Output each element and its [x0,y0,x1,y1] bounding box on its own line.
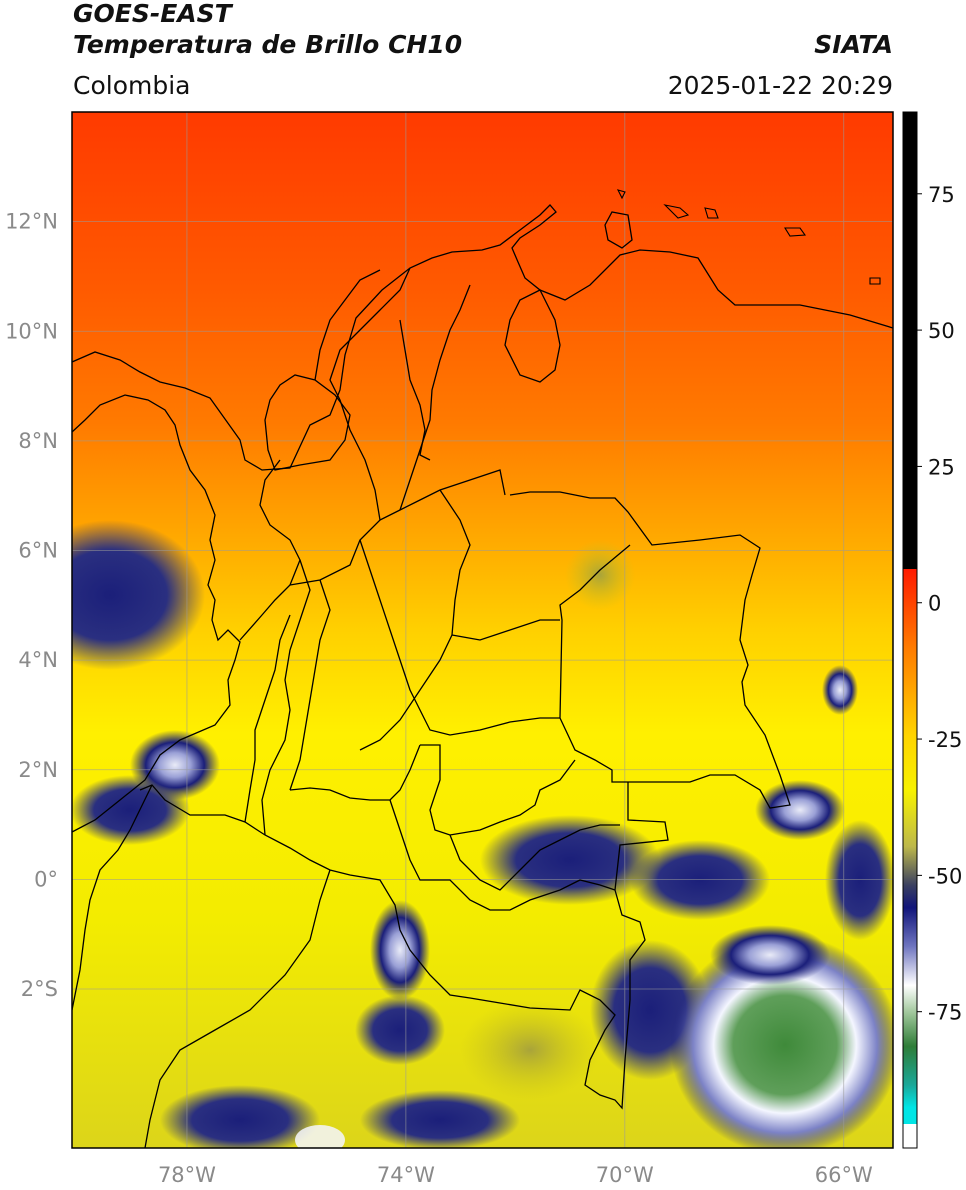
island-trinidad [869,277,881,285]
dept-border-guaviare [420,744,576,836]
paraguana-peninsula [604,211,633,249]
dept-border-bolivar [399,319,431,461]
dept-border-narino [244,614,291,823]
colombia-venezuela-border [509,491,791,809]
island-curacao [663,204,690,219]
dept-border-caqueta [289,744,421,801]
longitude-axis: 78°W 74°W 70°W 66°W [158,1163,873,1187]
graticule [72,112,893,1148]
latitude-tick-label: 0° [34,867,58,891]
dept-border-vaupes [449,824,620,891]
longitude-tick-label: 66°W [815,1163,873,1187]
cloud-amazon-east [630,840,770,920]
dept-border-sucre [314,269,381,381]
colorbar-tick-label: 25 [928,455,955,479]
colorbar-frame [902,111,918,1149]
latitude-tick-label: 8°N [18,429,58,453]
lake-maracaibo [504,289,561,383]
latitude-tick-label: 10°N [5,319,58,343]
cloud-putumayo [370,900,430,1000]
latitude-tick-label: 2°N [18,758,58,782]
cloud-brazil-north [710,925,830,985]
cloud-pacific-north [72,520,205,670]
dept-border-cordoba [264,374,351,471]
deep-convection-brazil [670,935,893,1148]
colorbar-tick-label: -25 [928,728,962,752]
cloud-pacific-south [72,775,190,845]
dept-border-valle [261,559,311,836]
brand-label: SIATA [814,30,893,59]
ecuador-coast [72,784,153,1011]
island-aruba [616,189,626,200]
colorbar: 75 50 25 0 -25 -50 -75 [902,111,962,1149]
pacific-coastline [72,394,241,833]
cloud-east-edge [825,820,893,940]
dept-border-cesar [399,284,471,511]
colorbar-tick-label: 0 [928,592,941,616]
dept-border-casanare [451,619,560,641]
latitude-tick-label: 2°S [21,977,58,1001]
dept-border-choco [239,459,301,641]
caribbean-islands [616,189,881,285]
map-frame [71,111,894,1149]
latitude-tick-label: 6°N [18,539,58,563]
colorbar-tick-label: -75 [928,1001,962,1025]
cloud-venezuela-south [755,780,845,840]
colombia-south-border [139,782,669,1110]
latitude-tick-label: 4°N [18,648,58,672]
satellite-title: GOES-EAST [73,0,232,28]
latitude-axis: 12°N 10°N 8°N 6°N 4°N 2°N 0° 2°S [5,210,58,1001]
cloud-venezuela-east [822,665,858,715]
caribbean-coastline [72,204,893,471]
ecuador-peru-border [144,869,331,1148]
colorbar-tick-label: -50 [928,864,962,888]
cloud-amazonas-west [355,995,445,1065]
cloud-peru-south [160,1085,320,1148]
dept-border-tolima [289,579,331,791]
longitude-tick-label: 70°W [596,1163,654,1187]
colorbar-gradient-segment [903,569,917,1124]
colorbar-labels: 75 50 25 0 -25 -50 -75 [917,183,962,1025]
dept-border-amazonas-north [389,799,616,911]
dept-border-magdalena [329,267,411,521]
cloud-amazon-north [480,815,660,905]
latitude-tick-label: 12°N [5,210,58,234]
cloud-llanos [565,540,635,610]
cloud-amazonas-central [460,1000,600,1100]
cloud-peru-southeast [360,1090,520,1148]
colorbar-tick-label: 75 [928,183,955,207]
island-margarita [784,227,807,237]
colorbar-black-segment [903,112,917,569]
country-borders [72,204,893,1148]
island-bonaire [704,207,719,219]
region-label: Colombia [73,71,191,100]
dept-border-meta [359,539,560,736]
dept-border-boyaca [359,489,471,751]
product-title: Temperatura de Brillo CH10 [73,30,463,59]
map-raster [72,112,893,1148]
longitude-tick-label: 74°W [377,1163,435,1187]
colorbar-white-segment [903,1124,917,1148]
longitude-tick-label: 78°W [158,1163,216,1187]
colorbar-tick-label: 50 [928,319,955,343]
timestamp-label: 2025-01-22 20:29 [667,71,893,100]
cloud-peru-core [295,1125,345,1148]
